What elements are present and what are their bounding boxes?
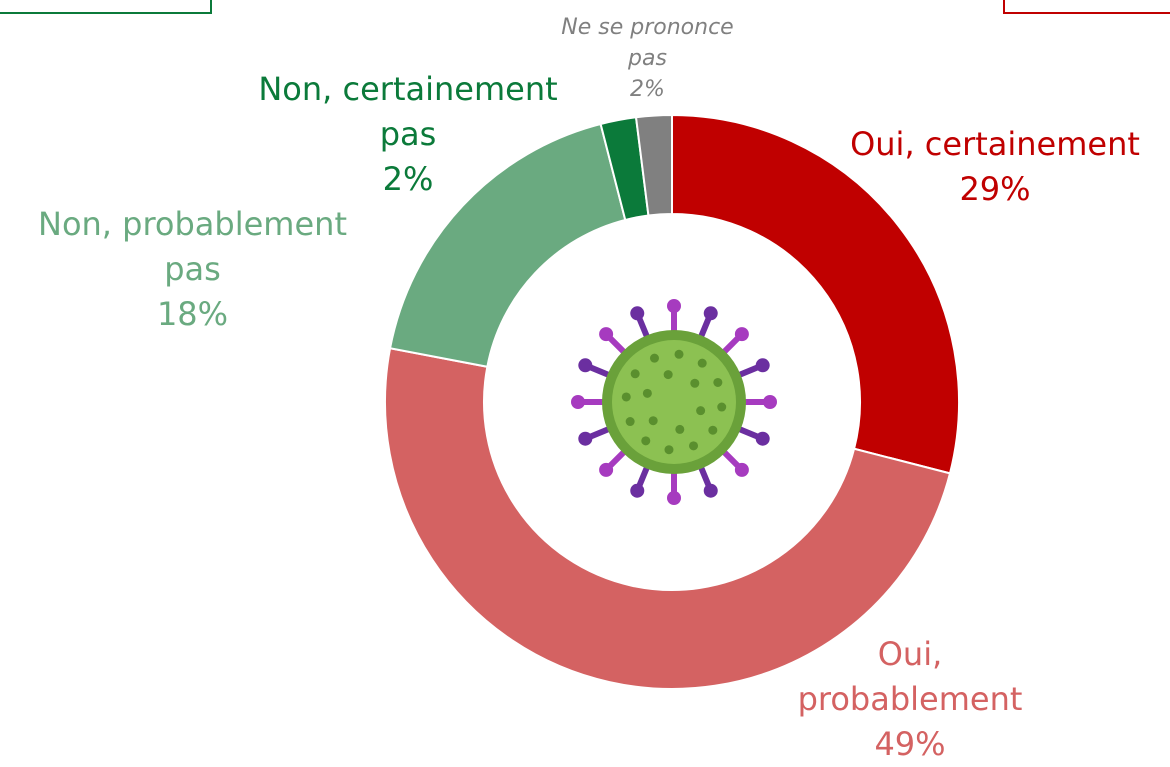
category-label: Oui, certainement [850, 125, 1140, 163]
dot [717, 402, 727, 412]
spike-tip [599, 327, 614, 342]
value-label: 18% [156, 295, 229, 333]
spike-tip [734, 327, 749, 342]
dot [641, 436, 651, 446]
spike-tip [571, 395, 585, 409]
dot [642, 388, 652, 398]
dot [708, 425, 718, 435]
dot [621, 392, 631, 402]
dot [648, 416, 658, 426]
category-label: Non, probablement pas [38, 205, 347, 288]
spike-tip [755, 431, 770, 446]
virus-core [612, 340, 736, 464]
slice-label: Oui, certainement 29% [815, 122, 1170, 212]
spike-tip [667, 299, 681, 313]
dot [625, 417, 635, 427]
dot [674, 349, 684, 359]
virus-icon [571, 299, 777, 505]
spike-tip [667, 491, 681, 505]
dot [663, 370, 673, 380]
dot [689, 441, 699, 451]
dot [649, 353, 659, 363]
value-label: 29% [959, 170, 1031, 208]
spike-tip [703, 483, 718, 498]
dot [664, 445, 674, 455]
dot [713, 377, 723, 387]
spike-tip [755, 358, 770, 373]
category-label: Ne se prononce pas [561, 15, 734, 71]
slice [671, 113, 960, 475]
spike-tip [630, 306, 645, 321]
slice-label: Non, probablement pas 18% [5, 202, 380, 337]
category-label: Non, certainement pas [258, 70, 558, 153]
dot [697, 358, 707, 368]
spike-tip [599, 462, 614, 477]
dot [690, 378, 700, 388]
value-label: 2% [382, 160, 434, 198]
spike-tip [703, 306, 718, 321]
spike-tip [630, 483, 645, 498]
corner-box [0, 0, 212, 14]
category-label: Oui, probablement [797, 635, 1023, 718]
spike-tip [578, 431, 593, 446]
dot [675, 424, 685, 434]
slice-label: Non, certainement pas 2% [228, 67, 588, 202]
slice [384, 347, 952, 690]
spike-tip [734, 462, 749, 477]
value-label: 2% [630, 77, 665, 102]
spike-tip [578, 358, 593, 373]
corner-box [1003, 0, 1170, 14]
dot [696, 406, 706, 416]
dot [630, 369, 640, 379]
virus-dots [621, 349, 727, 455]
slice [634, 113, 673, 217]
slice-label: Oui, probablement 49% [775, 632, 1045, 767]
value-label: 49% [874, 725, 946, 763]
slice-label: Ne se prononce pas 2% [540, 12, 755, 105]
slices [384, 113, 960, 690]
spike-tip [763, 395, 777, 409]
